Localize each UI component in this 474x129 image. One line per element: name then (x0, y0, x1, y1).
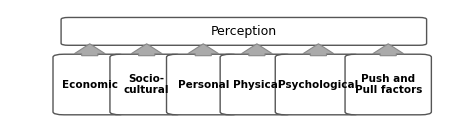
FancyBboxPatch shape (166, 54, 240, 115)
Text: Push and
Pull factors: Push and Pull factors (355, 74, 422, 95)
Text: Personal: Personal (178, 79, 229, 90)
Polygon shape (241, 44, 272, 56)
Polygon shape (188, 44, 219, 56)
Polygon shape (74, 44, 105, 56)
Text: Physical: Physical (233, 79, 281, 90)
Polygon shape (131, 44, 162, 56)
Text: Psychological: Psychological (278, 79, 358, 90)
Text: Perception: Perception (211, 25, 277, 38)
FancyBboxPatch shape (220, 54, 293, 115)
FancyBboxPatch shape (53, 54, 127, 115)
Text: Economic: Economic (62, 79, 118, 90)
Polygon shape (303, 44, 334, 56)
Text: Socio-
cultural: Socio- cultural (124, 74, 169, 95)
FancyBboxPatch shape (110, 54, 183, 115)
Polygon shape (373, 44, 404, 56)
FancyBboxPatch shape (345, 54, 431, 115)
FancyBboxPatch shape (275, 54, 362, 115)
FancyBboxPatch shape (61, 17, 427, 45)
